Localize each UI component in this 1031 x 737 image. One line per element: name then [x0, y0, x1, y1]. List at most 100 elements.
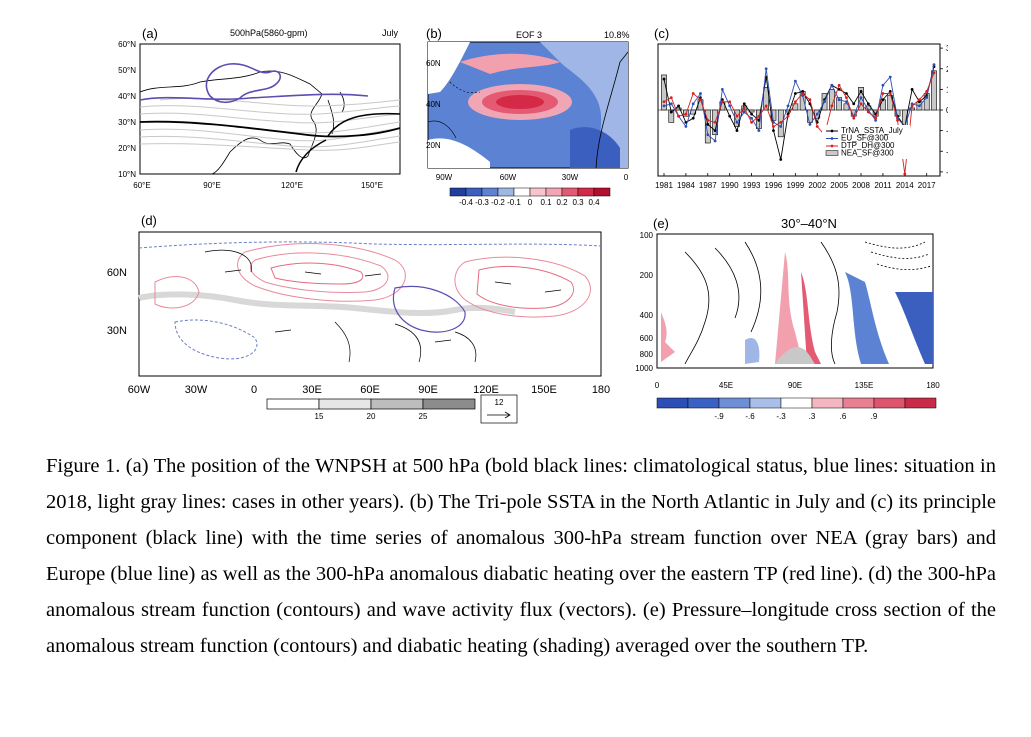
panel-e-ytick: 200: [640, 271, 654, 280]
panel-b-y-ticks: 60N 40N 20N: [426, 59, 441, 150]
panel-c-point: [910, 102, 914, 106]
panel-b-map: [427, 41, 629, 169]
panel-e-colorbar-label: .3: [809, 412, 816, 421]
panel-e-colorbar-label: -.9: [714, 412, 724, 421]
panel-c-point: [932, 63, 936, 67]
panel-b-colorbar-box: [593, 187, 611, 197]
panel-b-colorbar-label: 0.1: [540, 198, 552, 207]
panel-c-point: [852, 102, 856, 106]
panel-d-figure: (d) 60N 30N 60W 30W 0 30E 60E 90E 120E 1…: [95, 212, 635, 434]
panel-e-xtick: 135E: [855, 381, 874, 390]
panel-c-series-line: [663, 66, 935, 160]
panel-c-point: [815, 125, 819, 128]
panel-a-x-ticks: 60°E 90°E 120°E 150°E: [133, 181, 383, 190]
panel-c-xtick: 1984: [677, 181, 695, 190]
panel-e-xtick: 0: [655, 381, 660, 390]
panel-e-colorbar-label: -.3: [776, 412, 786, 421]
panel-c-bar: [931, 70, 937, 111]
panel-c-point: [786, 114, 790, 118]
panel-a-title: 500hPa(5860-gpm): [230, 28, 308, 38]
panel-c-point: [881, 83, 885, 87]
panel-a-figure: (a) 500hPa(5860-gpm) July 60°N 50°N 40°N…: [100, 22, 410, 208]
panel-c-point: [859, 102, 863, 106]
panel-c-ytick: -3: [946, 168, 948, 177]
panel-d-xtick: 90E: [418, 384, 438, 396]
panel-b-colorbar-label: -0.1: [507, 198, 521, 207]
panel-c-point: [713, 120, 717, 124]
panel-b-colorbar-label: 0.4: [588, 198, 600, 207]
panel-c-ytick: 0: [946, 106, 948, 115]
panel-c-legend-marker: [830, 144, 834, 148]
panel-c-legend-swatch: [825, 150, 839, 156]
panel-c-point: [859, 90, 863, 93]
panel-c-point: [918, 104, 921, 108]
panel-c-point: [866, 110, 870, 114]
panel-e-colorbar-box: [656, 397, 689, 409]
panel-c-ytick: 3: [946, 44, 948, 53]
panel-b-colorbar-box: [529, 187, 547, 197]
panel-b-xtick: 0: [624, 173, 629, 182]
panel-d-map: [138, 231, 602, 377]
panel-c-point: [823, 100, 826, 104]
panel-e-label: (e): [653, 216, 669, 231]
panel-b-colorbar-label: -0.2: [491, 198, 505, 207]
panel-d-colorbar: 15 20 25: [266, 398, 476, 421]
panel-c-point: [830, 83, 834, 87]
panel-d-xtick: 60E: [360, 384, 380, 396]
panel-c-point: [808, 98, 812, 102]
panel-c-xtick: 2008: [852, 181, 870, 190]
panel-c-point: [735, 129, 739, 133]
panel-a-ytick: 30°N: [118, 118, 136, 127]
panel-d-xtick: 60W: [128, 384, 151, 396]
panel-e-colorbar-box: [687, 397, 720, 409]
panel-c-xtick: 1993: [743, 181, 761, 190]
panel-c-point: [910, 87, 914, 91]
panel-a-y-ticks: 60°N 50°N 40°N 30°N 20°N 10°N: [118, 40, 136, 179]
panel-c-point: [735, 114, 739, 118]
panel-d-colorbar-label: 25: [419, 412, 428, 421]
panel-c-point: [757, 129, 761, 133]
panel-d-ref-vector-label: 12: [495, 398, 504, 407]
panel-c-point: [779, 120, 783, 124]
panel-c-xtick: 1999: [786, 181, 804, 190]
panel-c-series-line: [663, 64, 935, 142]
panel-c-point: [750, 116, 753, 120]
panel-c-point: [779, 125, 783, 128]
panel-c-xtick: 2017: [918, 181, 936, 190]
panel-c-point: [808, 123, 812, 126]
panel-b-colorbar-label: 0: [528, 198, 533, 207]
panel-b-colorbar-box: [465, 187, 483, 197]
panel-c-point: [793, 92, 797, 95]
panel-c-point: [837, 98, 841, 102]
panel-c-point: [859, 96, 863, 100]
panel-c-point: [750, 120, 753, 124]
panel-e-ytick: 100: [640, 231, 654, 240]
panel-c-point: [720, 100, 724, 104]
panel-c-point: [720, 87, 724, 91]
panel-e-ytick: 800: [640, 350, 654, 359]
panel-c-xtick: 2011: [874, 181, 892, 190]
panel-c-point: [691, 116, 695, 120]
panel-a-xtick: 60°E: [133, 181, 150, 190]
panel-b-label: (b): [426, 26, 442, 41]
panel-b-title: EOF 3: [516, 30, 542, 40]
panel-a-ytick: 40°N: [118, 92, 136, 101]
panel-d-xtick: 180: [592, 384, 610, 396]
panel-c-point: [888, 90, 892, 93]
panel-d-svg: (d) 60N 30N 60W 30W 0 30E 60E 90E 120E 1…: [107, 213, 610, 424]
panel-c-ytick: -2: [946, 147, 948, 156]
panel-a-frame: [139, 43, 401, 175]
panel-c-legend-marker: [830, 129, 834, 133]
panel-c-xtick: 1981: [655, 181, 673, 190]
panel-c-point: [845, 92, 848, 95]
panel-c-point: [852, 116, 856, 120]
panel-e-colorbar-box: [842, 397, 875, 409]
panel-c-point: [881, 92, 885, 95]
panel-c-point: [845, 100, 848, 104]
panel-e-colorbar-box: [873, 397, 906, 409]
panel-c-point: [837, 87, 841, 91]
panel-b-colorbar-label: -0.4: [459, 198, 473, 207]
panel-c-svg: (c) 3 2 1 0 -1 -2 -3 1981 1984 1987 1990 1993 19961…: [654, 26, 948, 190]
panel-e-colorbar-label: .9: [871, 412, 878, 421]
panel-d-reference-vector: 12: [480, 394, 518, 424]
